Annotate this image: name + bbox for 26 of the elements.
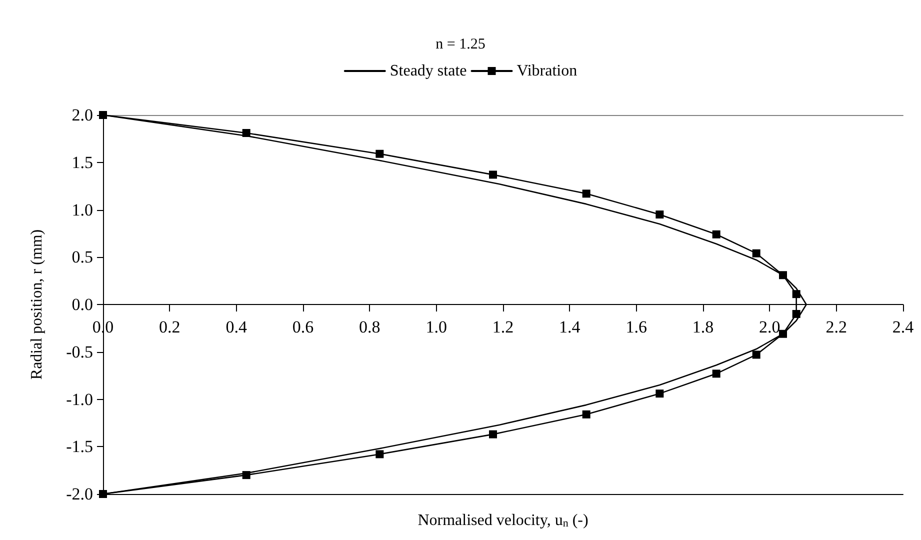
y-tick-label: -2.0: [66, 484, 93, 504]
y-tick-label: 1.5: [72, 152, 93, 172]
y-tick-label: -1.5: [66, 437, 93, 456]
x-tick-label: 0.4: [226, 318, 248, 336]
x-tick-label: 2.2: [826, 318, 847, 336]
x-tick-label: 1.8: [692, 318, 714, 336]
y-tick-label: 0.5: [72, 248, 93, 267]
chart-title: n = 1.25: [436, 36, 486, 52]
legend-label: Steady state: [390, 62, 467, 80]
legend-label: Vibration: [516, 62, 578, 80]
x-tick-label: 2.4: [892, 318, 914, 336]
x-tick-label: 0.8: [359, 318, 380, 336]
x-tick-label: 2.0: [759, 318, 780, 336]
x-axis-title: Normalised velocity, un (-): [418, 512, 588, 530]
y-tick-label: -1.0: [66, 390, 93, 409]
y-tick-label: 2.0: [72, 106, 93, 124]
y-axis-title: Radial position, r (mm): [28, 229, 46, 380]
x-tick-label: 1.0: [426, 318, 447, 336]
x-tick-label: 1.6: [626, 318, 647, 336]
x-tick-label: 0.6: [292, 318, 314, 336]
y-tick-label: 1.0: [72, 200, 93, 220]
x-tick-label: 0.2: [159, 318, 180, 336]
y-tick-label: 0.0: [72, 295, 93, 314]
x-tick-label: 1.2: [492, 318, 514, 336]
y-tick-label: -0.5: [66, 342, 93, 362]
x-tick-label: 1.4: [559, 318, 581, 336]
